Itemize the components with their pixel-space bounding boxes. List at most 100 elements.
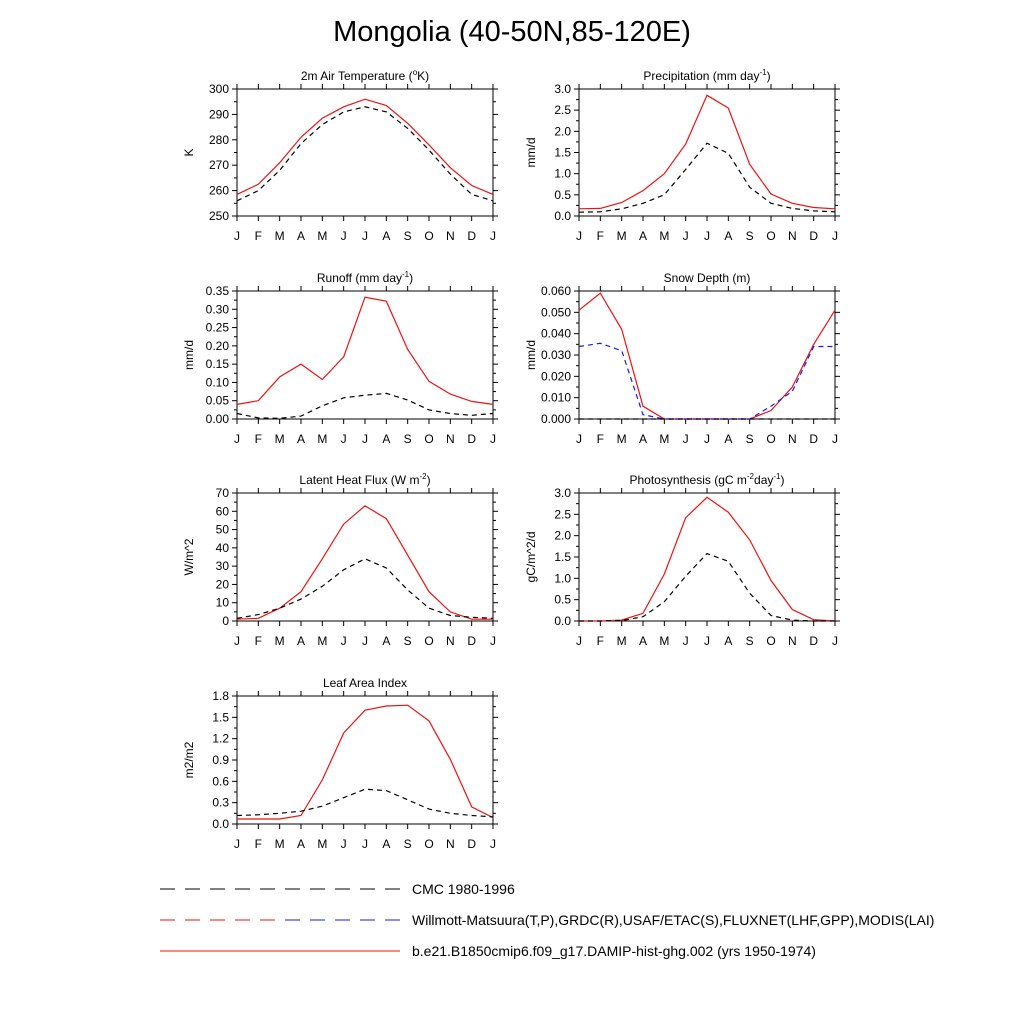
- y-tick-label: 2.5: [554, 103, 571, 117]
- x-tick-label: F: [597, 634, 604, 648]
- x-tick-label: N: [446, 432, 455, 446]
- chart-panel-6: Photosynthesis (gC m-2day-1) 0.0 0.5 1.0 1.5…: [524, 472, 840, 648]
- chart-title: Leaf Area Index: [323, 676, 407, 690]
- y-tick-label: 1.0: [554, 571, 571, 585]
- x-tick-label: A: [724, 229, 732, 243]
- x-tick-label: J: [362, 229, 368, 243]
- plot-frame: [578, 290, 836, 420]
- x-tick-label: J: [490, 837, 496, 851]
- y-tick-label: 0.0: [554, 209, 571, 223]
- chart-panel-3: Runoff (mm day-1) 0.00 0.05 0.10 0.15 0.20 0.2…: [182, 270, 498, 446]
- series-line-2: [578, 142, 836, 213]
- series-line-1: [579, 496, 836, 622]
- x-tick-label: M: [659, 229, 669, 243]
- chart-title: Latent Heat Flux (W m-2): [299, 472, 430, 487]
- x-tick-label: S: [404, 432, 412, 446]
- x-tick-label: M: [275, 634, 285, 648]
- legend-entry-2: Willmott-Matsuura(T,P),GRDC(R),USAF/ETAC…: [160, 912, 934, 928]
- series-line-1: [237, 704, 494, 820]
- x-tick-label: A: [382, 837, 390, 851]
- y-axis-label: gC/m^2/d: [524, 532, 538, 583]
- x-tick-label: A: [639, 634, 647, 648]
- plot-frame: [236, 290, 494, 420]
- y-tick-label: 300: [209, 82, 229, 96]
- x-tick-label: N: [446, 229, 455, 243]
- y-tick-label: 0.030: [541, 348, 571, 362]
- chart-title-superscript: -2: [419, 472, 427, 481]
- chart-title-superscript: -1: [402, 270, 410, 279]
- x-tick-label: M: [617, 229, 627, 243]
- x-tick-label: N: [446, 634, 455, 648]
- x-tick-label: N: [788, 432, 797, 446]
- x-tick-label: N: [788, 229, 797, 243]
- x-tick-label: D: [809, 229, 818, 243]
- chart-title: 2m Air Temperature (oK): [301, 68, 429, 83]
- y-tick-label: 1.0: [554, 167, 571, 181]
- x-tick-label: S: [404, 634, 412, 648]
- x-tick-label: N: [788, 634, 797, 648]
- x-tick-label: F: [597, 229, 604, 243]
- x-tick-label: J: [704, 229, 710, 243]
- x-tick-label: F: [255, 634, 262, 648]
- y-tick-label: 250: [209, 209, 229, 223]
- legend-entry-3: b.e21.B1850cmip6.f09_g17.DAMIP-hist-ghg.…: [160, 943, 816, 959]
- x-tick-label: M: [317, 634, 327, 648]
- y-tick-label: 270: [209, 158, 229, 172]
- x-tick-label: J: [832, 634, 838, 648]
- x-tick-label: M: [317, 229, 327, 243]
- x-tick-label: O: [424, 837, 433, 851]
- y-tick-label: 1.8: [212, 689, 229, 703]
- y-tick-label: 0.15: [206, 357, 230, 371]
- series-line-1: [236, 505, 493, 620]
- series-line-1: [236, 296, 494, 405]
- x-tick-label: J: [362, 432, 368, 446]
- x-tick-label: A: [382, 432, 390, 446]
- chart-title-text: Latent Heat Flux (W m: [299, 473, 419, 487]
- y-tick-label: 0.05: [206, 394, 230, 408]
- x-tick-label: D: [809, 432, 818, 446]
- x-tick-label: A: [724, 634, 732, 648]
- y-tick-label: 0: [222, 614, 229, 628]
- chart-title: Runoff (mm day-1): [317, 270, 413, 285]
- series-line-2: [236, 558, 494, 619]
- x-tick-label: J: [683, 229, 689, 243]
- y-tick-label: 2.5: [554, 507, 571, 521]
- x-tick-label: O: [766, 432, 775, 446]
- chart-title-text: K): [417, 69, 429, 83]
- x-tick-label: M: [659, 432, 669, 446]
- chart-title: Precipitation (mm day-1): [643, 68, 770, 83]
- chart-title-text: 2m Air Temperature (: [301, 69, 413, 83]
- y-tick-label: 290: [209, 107, 229, 121]
- x-tick-label: J: [490, 432, 496, 446]
- page-title: Mongolia (40-50N,85-120E): [333, 16, 691, 48]
- x-tick-label: J: [490, 229, 496, 243]
- x-tick-label: J: [341, 432, 347, 446]
- y-tick-label: 50: [216, 523, 230, 537]
- series-line-1: [578, 94, 836, 210]
- x-tick-label: F: [255, 837, 262, 851]
- x-tick-label: J: [341, 837, 347, 851]
- x-tick-label: J: [683, 634, 689, 648]
- x-tick-label: A: [639, 229, 647, 243]
- x-tick-label: A: [297, 229, 305, 243]
- x-tick-label: J: [576, 432, 582, 446]
- y-axis-label: m2/m2: [182, 741, 196, 778]
- x-tick-label: A: [724, 432, 732, 446]
- x-tick-label: J: [234, 837, 240, 851]
- chart-title-text: Runoff (mm day: [317, 271, 402, 285]
- x-tick-label: A: [382, 634, 390, 648]
- y-tick-label: 0.5: [554, 593, 571, 607]
- y-tick-label: 0.25: [206, 321, 230, 335]
- x-tick-label: J: [832, 432, 838, 446]
- y-tick-label: 3.0: [554, 486, 571, 500]
- chart-title-text: ): [767, 69, 771, 83]
- chart-title-text: Precipitation (mm day: [643, 69, 759, 83]
- y-axis-label: K: [182, 148, 196, 156]
- chart-title-superscript: -2: [747, 472, 755, 481]
- chart-title-superscript: o: [413, 68, 418, 77]
- chart-title-text: Photosynthesis (gC m: [630, 473, 747, 487]
- x-tick-label: A: [639, 432, 647, 446]
- y-tick-label: 0.00: [206, 412, 230, 426]
- plot-frame: [578, 88, 836, 217]
- plot-frame: [236, 695, 494, 825]
